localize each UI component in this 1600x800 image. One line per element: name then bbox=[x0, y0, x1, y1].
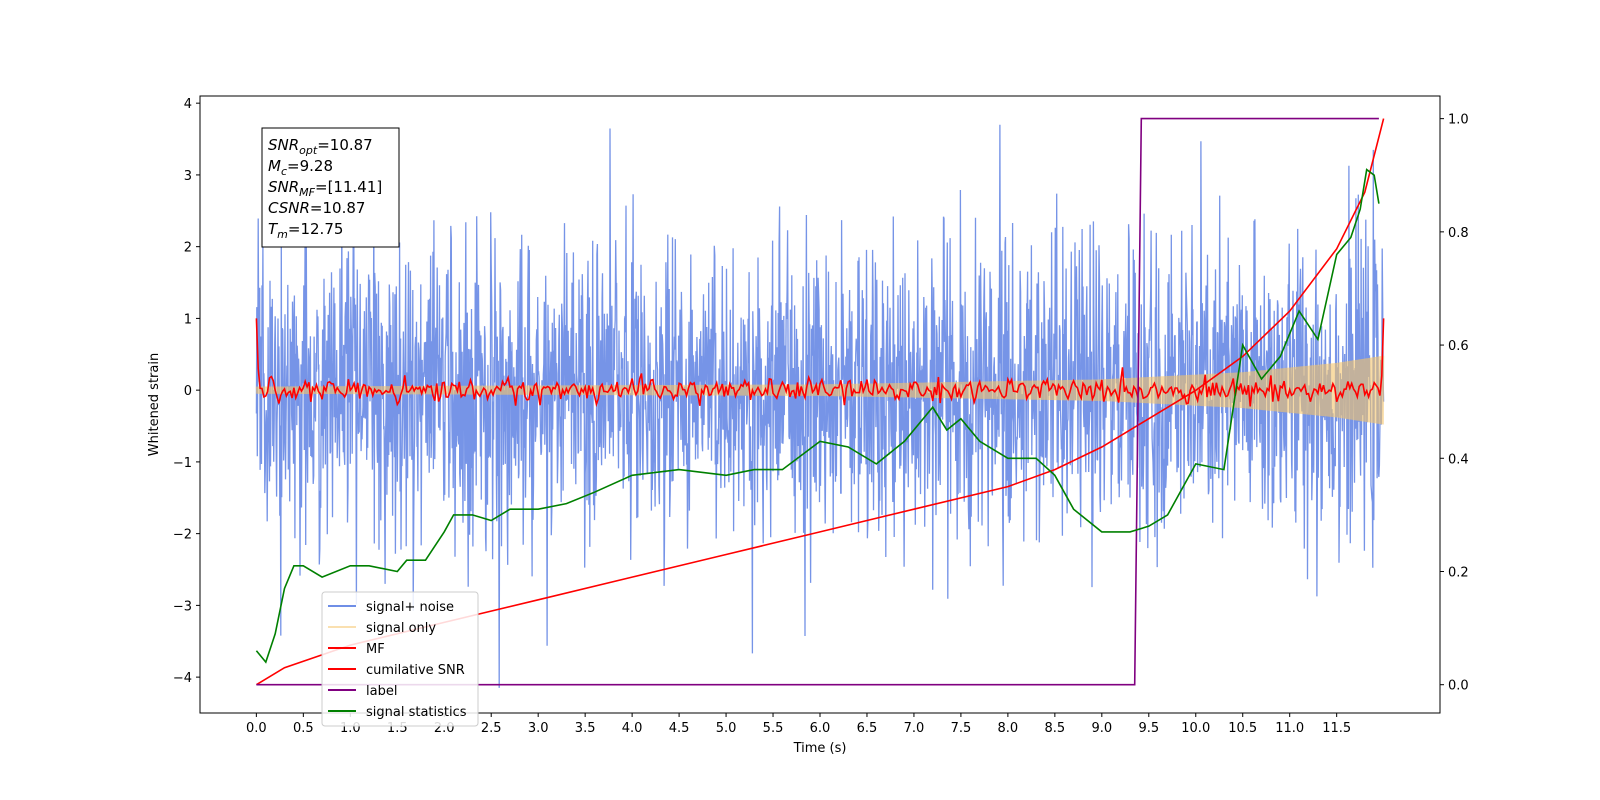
series-signal-statistics bbox=[255, 168, 1380, 664]
series-mf bbox=[255, 318, 1385, 408]
x-tick-label: 10.5 bbox=[1228, 721, 1257, 736]
y-tick-label: 3 bbox=[184, 169, 192, 184]
legend-label: signal only bbox=[366, 621, 436, 636]
x-tick-label: 11.0 bbox=[1275, 721, 1304, 736]
x-tick-label: 9.0 bbox=[1091, 721, 1112, 736]
x-tick-label: 9.5 bbox=[1138, 721, 1159, 736]
legend-label: label bbox=[366, 684, 397, 699]
info-line: SNRopt=10.87 bbox=[268, 136, 373, 157]
x-tick-label: 10.0 bbox=[1181, 721, 1210, 736]
info-line: Mc=9.28 bbox=[268, 157, 333, 178]
x-tick-label: 3.0 bbox=[528, 721, 549, 736]
y-tick-label: −1 bbox=[173, 456, 192, 471]
x-tick-label: 7.0 bbox=[904, 721, 925, 736]
info-box-frame bbox=[261, 127, 400, 248]
x-tick-label: 0.5 bbox=[293, 721, 314, 736]
y-tick-label: 0 bbox=[184, 384, 192, 399]
x-tick-label: 7.5 bbox=[951, 721, 972, 736]
y-tick-label: −4 bbox=[173, 671, 192, 686]
x-axis-title: Time (s) bbox=[793, 741, 847, 756]
legend-label: signal statistics bbox=[366, 705, 467, 720]
y2-tick-label: 0.2 bbox=[1448, 565, 1469, 580]
y-tick-label: −3 bbox=[173, 599, 192, 614]
legend-label: cumilative SNR bbox=[366, 663, 465, 678]
series-signal-noise bbox=[255, 124, 1385, 688]
x-tick-label: 5.5 bbox=[763, 721, 784, 736]
y-tick-label: 4 bbox=[184, 97, 192, 112]
y2-tick-label: 0.4 bbox=[1448, 452, 1469, 467]
y-axis-title: Whitened strain bbox=[147, 353, 162, 456]
x-tick-label: 6.0 bbox=[810, 721, 831, 736]
legend-label: MF bbox=[366, 642, 385, 657]
x-tick-label: 11.5 bbox=[1322, 721, 1351, 736]
y2-tick-label: 0.8 bbox=[1448, 226, 1469, 241]
info-line: CSNR=10.87 bbox=[268, 199, 365, 217]
x-tick-label: 8.0 bbox=[998, 721, 1019, 736]
x-tick-label: 4.0 bbox=[622, 721, 643, 736]
info-line: SNRMF=[11.41] bbox=[268, 178, 382, 199]
y-tick-label: 2 bbox=[184, 241, 192, 256]
x-tick-label: 4.5 bbox=[669, 721, 690, 736]
y2-tick-label: 1.0 bbox=[1448, 113, 1469, 128]
info-line: Tm=12.75 bbox=[268, 220, 343, 241]
legend-label: signal+ noise bbox=[366, 600, 454, 615]
series-label bbox=[256, 117, 1379, 686]
info-box: SNRopt=10.87Mc=9.28SNRMF=[11.41]CSNR=10.… bbox=[261, 127, 400, 248]
x-tick-label: 2.5 bbox=[481, 721, 502, 736]
y2-tick-label: 0.0 bbox=[1448, 679, 1469, 694]
legend: signal+ noise signal only MF cumilative SNR… bbox=[321, 591, 479, 727]
y-tick-label: −2 bbox=[173, 528, 192, 543]
x-tick-label: 6.5 bbox=[857, 721, 878, 736]
y-tick-label: 1 bbox=[184, 312, 192, 327]
x-tick-label: 8.5 bbox=[1045, 721, 1066, 736]
x-tick-label: 5.0 bbox=[716, 721, 737, 736]
x-tick-label: 3.5 bbox=[575, 721, 596, 736]
legend-frame bbox=[321, 591, 479, 727]
x-tick-label: 0.0 bbox=[246, 721, 267, 736]
y2-tick-label: 0.6 bbox=[1448, 339, 1469, 354]
